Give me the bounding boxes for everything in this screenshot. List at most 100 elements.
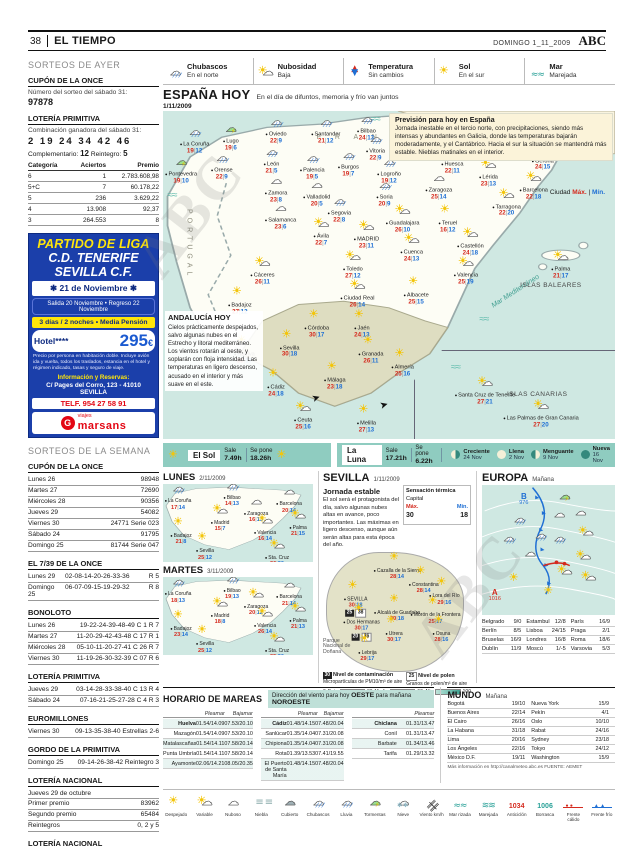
city-marker: ☀ Sevilla 25|12 xyxy=(196,624,214,654)
bonoloto-section: BONOLOTO Lunes 26 19-22-24-39-48-49 C 1 R… xyxy=(28,608,159,665)
section-title: CUPÓN DE LA ONCE xyxy=(28,462,159,473)
tide-row: Mazagón 01.54/14.09 07.53/20.10 xyxy=(163,729,253,739)
sun-icon: ☀ xyxy=(386,613,396,627)
lottery-row: Sábado 24 07-16-21-25-27-28 C 4 R 3 xyxy=(28,696,159,707)
storm-icon: ☁ ⚡ xyxy=(176,154,188,169)
draw-note: Número del sorteo del sábado 31: xyxy=(28,89,128,96)
city-marker: ☁ Barcelona 20|14 xyxy=(276,484,302,514)
france-label: F R A N C I A xyxy=(316,133,436,141)
europa-city-row: Dublín 11/9 Moscú 1/-5 Varsovia 5/3 xyxy=(482,645,615,654)
canarias-inset: ISLAS CANARIAS ≈≈ ☀☁ Santa Cruz de Tener… xyxy=(414,350,615,439)
primitiva-section: LOTERÍA PRIMITIVA Combinación ganadora d… xyxy=(28,114,159,226)
lottery-row: Lunes 26 19-22-24-39-48-49 C 1 R 7 xyxy=(28,621,159,632)
city-marker: ☁∕∕∕ La Coruña 17|14 xyxy=(165,484,191,511)
sunset-icon: ☀ xyxy=(276,447,287,461)
sorteos-ayer-heading: SORTEOS DE AYER xyxy=(28,60,121,70)
city-marker: ☀ Alcalá de Guadaíra 30|18 xyxy=(374,592,420,622)
sun-icon: ☀ xyxy=(438,63,449,77)
city-marker: ☀ Teruel 16|12 xyxy=(438,203,457,235)
mundo-city-row: Bogotá 19/10 Nueva York 15/9 xyxy=(447,700,615,709)
city-marker: ☀ Utrera 30|17 xyxy=(385,613,403,643)
tide-row: Chiclana 01.31/13.47 xyxy=(351,719,435,729)
lottery-row: Martes 27 72690 xyxy=(28,486,159,497)
city-marker: ☀ Dos Hermanas 30|17 20 36 xyxy=(343,601,380,642)
tide-row: Huelva 01.54/14.09 07.53/20.10 xyxy=(163,719,253,729)
city-marker: ☀ Cazalla de la Sierra 28|14 xyxy=(373,549,421,579)
ad-match-date: ✱ 21 de Noviembre ✱ xyxy=(32,281,155,296)
section-title: LOTERÍA NACIONAL xyxy=(28,776,159,787)
legend-symbol: ☁ ∕∕∕ Chubascos xyxy=(306,795,330,817)
tide-group: Pleamar Chiclana 01.31/13.47 Conil 01.31/1… xyxy=(351,711,435,781)
rain-icon: ☁∕∕∕ xyxy=(554,530,568,545)
legend-symbol: Frente frío xyxy=(589,795,615,817)
wind-direction-strip: Dirección del viento para hoy OESTE para… xyxy=(268,690,435,708)
spain-weather-map: Previsión para hoy en España Jornada ine… xyxy=(163,111,615,439)
rain-icon: ☁∕∕∕ xyxy=(370,131,384,146)
rain-icon: ☁∕∕∕ xyxy=(535,528,549,542)
sun-cloud-icon: ☀☁ xyxy=(268,629,285,644)
sun-icon: ☀ xyxy=(408,274,418,288)
city-marker: ☁∕∕∕ Bilbao 24|13 xyxy=(357,112,376,143)
city-marker: ☀☁ MADRID 23|11 xyxy=(354,219,379,251)
sun-icon: ☀ xyxy=(267,366,278,380)
martes-title: MARTES xyxy=(163,565,204,576)
low-pressure-icon: 1006 xyxy=(537,803,553,810)
sun-icon: ☀ xyxy=(353,601,364,615)
city-marker: ☀☁ Palma 21|13 xyxy=(289,600,307,630)
lottery-row: Domingo 25 09-14-26-38-42 Reintegro 3 xyxy=(28,758,159,769)
city-marker: ☀ Almería 25|16 xyxy=(391,347,414,379)
travel-advertisement[interactable]: PARTIDO DE LIGA C.D. TENERIFE SEVILLA C.… xyxy=(28,233,159,438)
ad-phone[interactable]: TELF. 954 27 58 91 xyxy=(32,398,155,410)
city-marker: ☀ Lebrija 29|17 xyxy=(358,632,376,662)
section-title: LOTERÍA PRIMITIVA xyxy=(28,114,159,125)
cloud-icon: ☁ xyxy=(311,177,323,191)
map-symbols-legend: ☀ Despejado ☀ ☁ Variable ☁ Nuboso ≡≡ Niebla ☁ Cubi… xyxy=(163,789,615,822)
city-marker: ☀☁ Zaragoza 20|12 xyxy=(244,586,268,616)
sun-icon: ☀ xyxy=(508,571,519,585)
sun-cloud-icon: ☀☁ xyxy=(498,186,515,201)
city-marker: ☁∕∕∕ Burgos 19|7 xyxy=(338,148,359,179)
city-marker: ☁ Zamora 23|8 xyxy=(265,174,287,205)
cloud-icon: ☁ xyxy=(433,170,445,185)
legend-symbol: ≋≋ Marejada xyxy=(475,795,501,817)
sea-icon: ≈≈ xyxy=(530,69,545,80)
donana-label: Parque Nacional de Doñana xyxy=(323,637,351,655)
sevilla-column: SEVILLA 1/11/2009 Jornada estable El sol … xyxy=(318,471,471,695)
cloud-icon: ☁ xyxy=(270,174,283,188)
city-marker: ☀ Granada 26|11 xyxy=(358,334,384,366)
sun-icon: ☀ xyxy=(326,360,337,374)
city-marker: ☁∕∕∕ Oviedo 22|9 xyxy=(265,115,287,146)
sun-icon: ☀ xyxy=(168,447,178,461)
section-title: CUPÓN DE LA ONCE xyxy=(28,76,159,87)
city-marker: ☀ Osuna 28|16 xyxy=(432,613,450,643)
winning-combination: 2 19 24 34 42 46 xyxy=(28,136,132,147)
city-marker: ☁⚡ Pontevedra 19|10 xyxy=(165,154,197,185)
tides-title: HORARIO DE MAREAS xyxy=(163,694,263,704)
weather-symbol-legend: ☁ ∕∕∕ Chubascos En el norte ☀ ☁ Nubosidad Baj… xyxy=(163,58,615,85)
sun-cloud-icon: ☀☁ xyxy=(196,794,213,808)
thermal-sensation-card: Sensación térmica Capital Máx. Mín. 30 1… xyxy=(403,485,471,525)
europa-subtitle: Mañana xyxy=(532,477,554,483)
ad-fine-print: Precio por persona en habitación doble. … xyxy=(33,354,150,372)
tides-section: HORARIO DE MAREAS Dirección del viento p… xyxy=(163,687,435,783)
moon-phase-icon xyxy=(580,450,590,460)
sun-cloud-icon: ☀☁ xyxy=(403,232,420,247)
cloud-icon: ☁ xyxy=(575,504,587,518)
sun-cloud-icon: ☀☁ xyxy=(476,374,493,389)
sun-cloud-icon: ☀☁ xyxy=(556,563,573,578)
mundo-section: MUNDO Mañana Bogotá 19/10 Nueva York 15/9 … xyxy=(440,687,615,783)
cloud-icon: ☁ xyxy=(554,507,566,521)
legend-item-sol: ☀ Sol En el sur xyxy=(433,58,525,84)
rain-icon: ☁∕∕∕ xyxy=(216,151,231,166)
legend-symbol: ☁ ⚡ Tormentas xyxy=(364,795,386,817)
mundo-city-row: La Habana 31/18 Rabat 24/16 xyxy=(447,727,615,736)
sun-cloud-icon: ☀☁ xyxy=(349,278,366,293)
city-marker: ☀☁ Madrid 18|8 xyxy=(211,595,229,625)
andalucia-text: Cielos prácticamente despejados, salvo a… xyxy=(168,325,259,388)
lottery-row: Viernes 30 11-19-26-30-32-39 C 07 R 6 xyxy=(28,654,159,665)
ad-package: 3 días / 2 noches • Media Pensión xyxy=(32,317,155,328)
city-marker: ☀ Constantina 28|14 xyxy=(409,563,439,593)
rain-icon: ☁∕∕∕ xyxy=(226,577,241,586)
